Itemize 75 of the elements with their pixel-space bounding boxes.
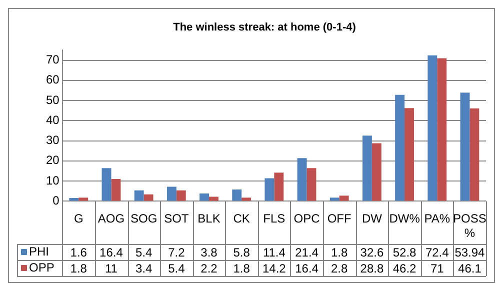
bar	[372, 143, 382, 201]
data-label: 1.8	[233, 261, 250, 276]
data-label: 1.8	[70, 261, 88, 276]
data-label: 11.4	[262, 245, 286, 260]
data-label: 11	[104, 261, 118, 276]
x-tick-label: OFF	[327, 212, 352, 226]
bar	[144, 194, 154, 201]
x-tick-label: FLS	[263, 212, 286, 226]
bar	[306, 168, 316, 201]
bar	[428, 55, 438, 201]
y-tick-label: 60	[46, 72, 60, 87]
y-tick-label: 40	[46, 112, 60, 127]
bar	[437, 58, 447, 201]
data-label: 46.1	[458, 261, 482, 276]
x-tick-label: DW	[362, 212, 383, 226]
bar	[339, 196, 349, 201]
bar	[470, 108, 480, 201]
data-label: 16.4	[295, 261, 319, 276]
data-label: 5.4	[168, 261, 186, 276]
data-label: 32.6	[360, 245, 384, 260]
bar	[297, 158, 307, 201]
data-label: 3.4	[135, 261, 152, 276]
data-label: 1.8	[331, 245, 348, 260]
x-tick-label: BLK	[198, 212, 220, 226]
bar	[111, 179, 121, 201]
data-label: 2.8	[331, 261, 348, 276]
bar	[460, 92, 470, 201]
bar	[264, 178, 274, 201]
bar	[166, 186, 176, 201]
data-label: 5.8	[233, 245, 250, 260]
bar	[395, 94, 405, 201]
bar	[232, 190, 242, 201]
bar	[362, 136, 372, 201]
bar	[134, 190, 144, 201]
bar	[69, 198, 79, 201]
data-label: 16.4	[100, 245, 124, 260]
bar	[330, 198, 340, 201]
x-tick-label: PA%	[424, 212, 450, 226]
y-tick-label: 0	[52, 194, 60, 208]
x-tick-label: CK	[233, 212, 250, 226]
data-label: 46.2	[392, 261, 417, 276]
data-label: 21.4	[295, 245, 319, 260]
data-label: 1.6	[70, 245, 88, 260]
data-label: 2.2	[200, 261, 218, 276]
x-tick-label: SOG	[130, 212, 158, 226]
bar	[404, 108, 414, 201]
data-label: 53.94	[454, 245, 486, 260]
data-label: 52.8	[392, 245, 417, 260]
bar	[242, 198, 252, 201]
bar	[274, 172, 284, 201]
x-tick-label: OPC	[294, 212, 320, 226]
y-tick-label: 10	[46, 173, 60, 188]
x-tick-label: POSS %	[453, 212, 486, 240]
data-label: 72.4	[425, 245, 450, 260]
data-label: 7.2	[168, 245, 186, 260]
legend-label: OPP	[29, 260, 54, 274]
data-label: 71	[430, 261, 444, 276]
y-tick-label: 50	[46, 92, 60, 107]
y-tick-label: 70	[46, 52, 60, 67]
data-label: 3.8	[200, 245, 218, 260]
bar	[78, 198, 88, 201]
y-tick-label: 30	[46, 133, 60, 148]
data-label: 5.4	[135, 245, 152, 260]
x-tick-label: SOT	[164, 212, 190, 226]
legend-label: PHI	[29, 244, 50, 258]
x-tick-label: G	[74, 212, 84, 226]
chart-title: The winless streak: at home (0-1-4)	[173, 22, 356, 34]
data-label: 28.8	[360, 261, 384, 276]
bar	[102, 168, 112, 201]
bar	[176, 190, 186, 201]
x-tick-label: AOG	[98, 212, 125, 226]
data-label: 14.2	[262, 261, 286, 276]
bar	[200, 194, 209, 201]
x-tick-label: DW%	[389, 212, 420, 226]
y-tick-label: 20	[46, 153, 60, 168]
